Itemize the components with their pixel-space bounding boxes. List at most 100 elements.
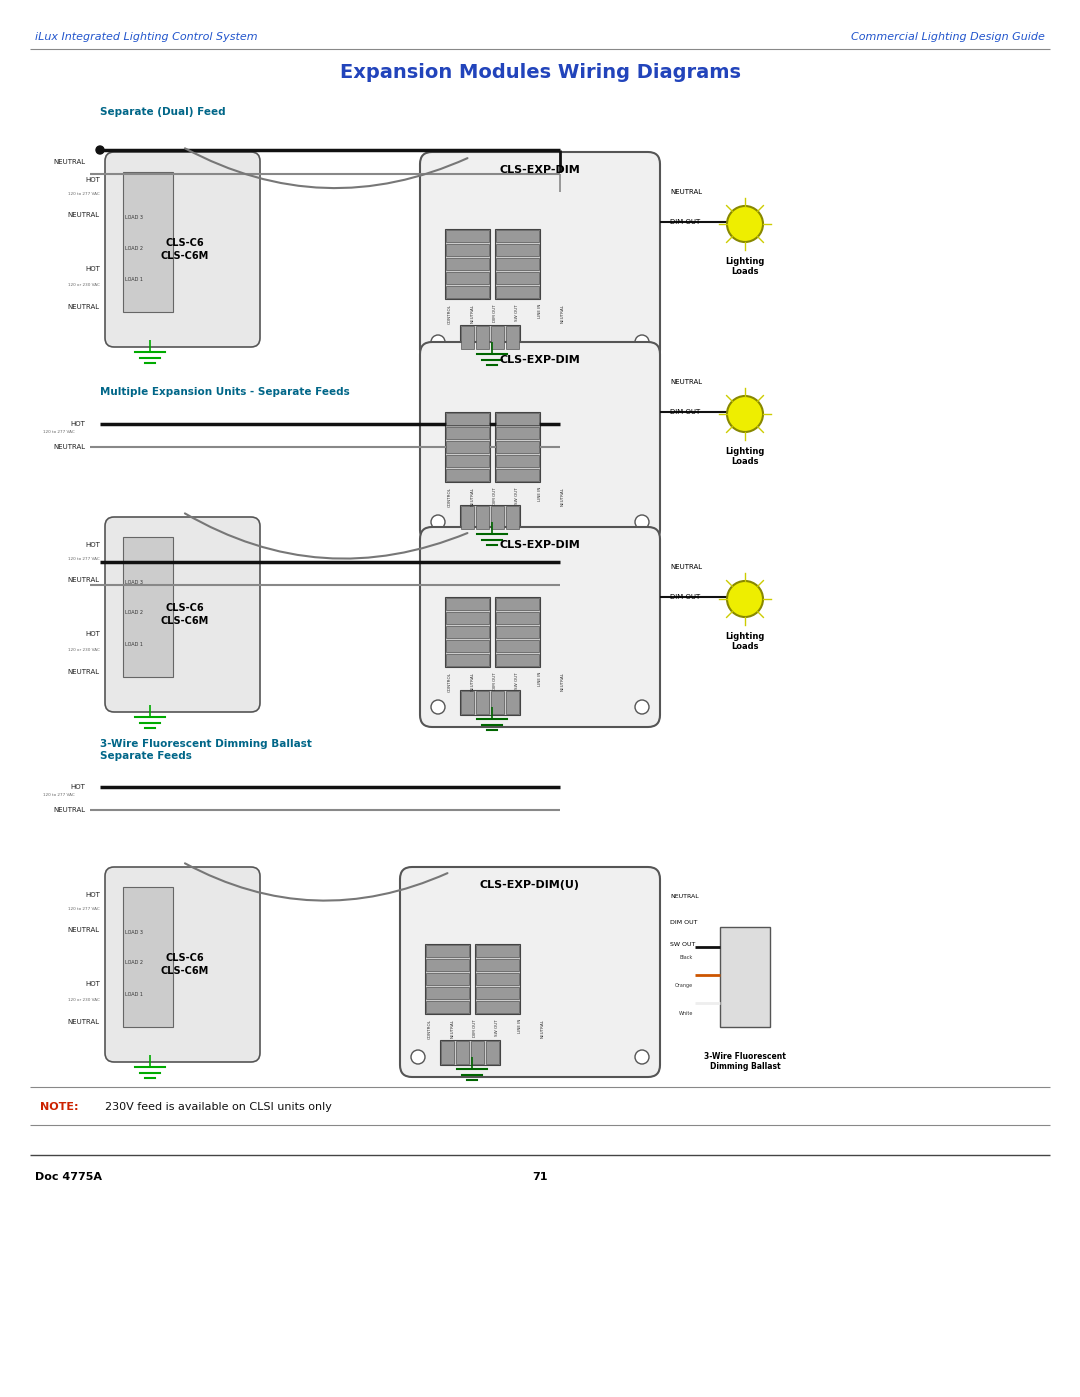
Bar [461,692,474,714]
Bar [445,229,490,299]
Bar [446,455,489,467]
Bar [446,441,489,453]
Text: LINE IN: LINE IN [538,305,542,319]
Bar [486,1041,499,1065]
Text: 230V feed is available on CLSI units only: 230V feed is available on CLSI units onl… [105,1102,332,1112]
Text: LOAD 2: LOAD 2 [125,961,143,965]
Bar [496,414,539,425]
Text: NEUTRAL: NEUTRAL [670,189,702,196]
Text: Doc 4775A: Doc 4775A [35,1172,102,1182]
Bar [460,690,519,715]
Circle shape [635,700,649,714]
Text: NEUTRAL: NEUTRAL [540,1018,544,1038]
Bar [123,172,173,312]
Bar [507,326,519,349]
Text: HOT: HOT [70,420,85,427]
Text: 3-Wire Fluorescent
Dimming Ballast: 3-Wire Fluorescent Dimming Ballast [704,1052,786,1071]
Bar [491,506,504,529]
Bar [446,414,489,425]
Text: SW OUT: SW OUT [515,672,519,689]
Text: LOAD 3: LOAD 3 [125,215,143,219]
Circle shape [635,515,649,529]
Bar [446,231,489,242]
Bar [426,944,469,957]
Bar [446,258,489,270]
Bar [426,1002,469,1013]
Text: LOAD 1: LOAD 1 [125,992,143,996]
Bar [496,427,539,439]
Bar [446,626,489,638]
FancyBboxPatch shape [420,342,660,542]
Bar [426,958,469,971]
Bar [720,928,770,1027]
Text: LOAD 3: LOAD 3 [125,929,143,935]
Text: 120 to 277 VAC: 120 to 277 VAC [68,191,100,196]
Text: Expansion Modules Wiring Diagrams: Expansion Modules Wiring Diagrams [339,63,741,81]
Text: CLS-EXP-DIM: CLS-EXP-DIM [500,165,580,175]
Text: SW OUT: SW OUT [670,943,696,947]
Text: HOT: HOT [70,784,85,789]
Text: DIM OUT: DIM OUT [670,919,698,925]
Text: NEUTRAL: NEUTRAL [53,807,85,813]
Text: NEUTRAL: NEUTRAL [670,894,699,900]
Text: LOAD 1: LOAD 1 [125,641,143,647]
Bar [426,972,469,985]
Text: HOT: HOT [85,981,100,988]
Text: 120 or 230 VAC: 120 or 230 VAC [68,997,100,1002]
Bar [507,692,519,714]
Text: CLS-EXP-DIM(U): CLS-EXP-DIM(U) [480,880,580,890]
FancyBboxPatch shape [105,517,260,712]
Text: Black: Black [679,956,693,960]
Text: 120 to 277 VAC: 120 to 277 VAC [68,907,100,911]
Bar [476,958,519,971]
Text: HOT: HOT [85,542,100,548]
Text: HOT: HOT [85,893,100,898]
Text: NEUTRAL: NEUTRAL [68,669,100,675]
Circle shape [727,205,762,242]
FancyBboxPatch shape [420,527,660,726]
Text: HOT: HOT [85,265,100,272]
Bar [123,536,173,678]
Bar [446,272,489,284]
Bar [440,1039,500,1065]
Bar [446,244,489,256]
Text: SW OUT: SW OUT [496,1018,499,1035]
Text: DIM OUT: DIM OUT [670,409,700,415]
Bar [456,1041,469,1065]
Bar [476,326,489,349]
Bar [495,597,540,666]
Bar [460,504,519,529]
Text: NEUTRAL: NEUTRAL [68,577,100,583]
Bar [496,469,539,481]
Text: CONTROL: CONTROL [448,305,453,324]
Text: NEUTRAL: NEUTRAL [68,305,100,310]
Text: NEUTRAL: NEUTRAL [68,928,100,933]
Text: Lighting
Loads: Lighting Loads [726,257,765,277]
FancyBboxPatch shape [105,868,260,1062]
Text: LOAD 2: LOAD 2 [125,610,143,616]
Text: HOT: HOT [85,631,100,637]
Bar [496,441,539,453]
Bar [476,972,519,985]
Text: CONTROL: CONTROL [428,1018,432,1039]
Bar [507,506,519,529]
Text: NEUTRAL: NEUTRAL [471,672,474,692]
Text: NEUTRAL: NEUTRAL [471,488,474,506]
Text: CLS-EXP-DIM: CLS-EXP-DIM [500,355,580,365]
Text: NEUTRAL: NEUTRAL [450,1018,455,1038]
Text: CLS-C6
CLS-C6M: CLS-C6 CLS-C6M [161,604,210,626]
Bar [496,598,539,610]
Text: NOTE:: NOTE: [40,1102,79,1112]
Bar [496,626,539,638]
Bar [476,692,489,714]
Bar [446,654,489,666]
Text: DIM OUT: DIM OUT [473,1018,477,1037]
Bar [445,597,490,666]
Text: LINE IN: LINE IN [538,488,542,502]
Text: LOAD 1: LOAD 1 [125,277,143,282]
Bar [476,988,519,999]
Bar [491,326,504,349]
FancyBboxPatch shape [420,152,660,362]
Circle shape [727,395,762,432]
Text: NEUTRAL: NEUTRAL [561,672,565,692]
